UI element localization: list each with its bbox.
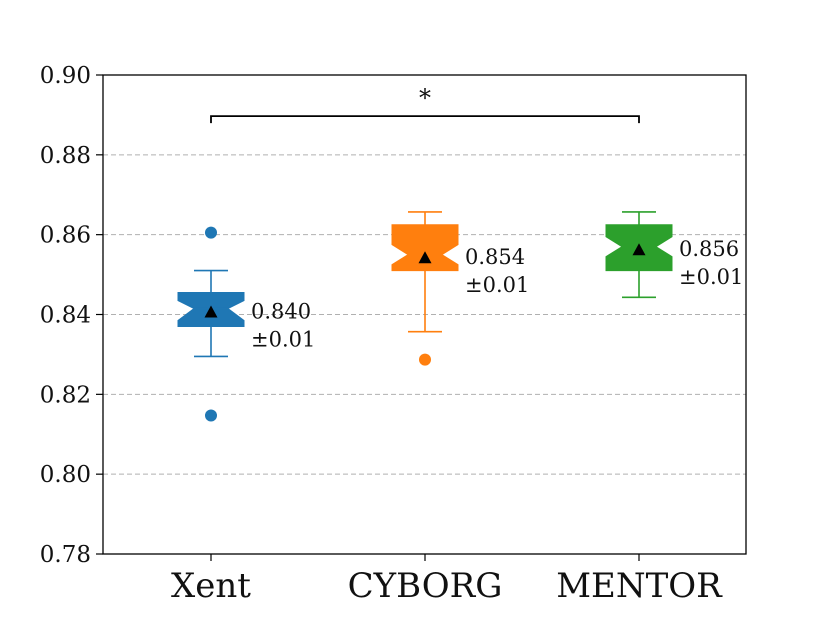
x-tick-label: Xent (171, 566, 251, 606)
significance-bracket: * (210, 84, 640, 124)
axes: 0.78 0.80 0.82 0.84 0.86 0.88 0.90 Xent CYBORG ME… (40, 63, 723, 606)
box-cyborg: 0.854 ±0.01 (391, 211, 529, 366)
mean-value-label: 0.840 (251, 300, 311, 324)
x-tick-label: CYBORG (348, 566, 503, 606)
mean-value-label: 0.856 (679, 237, 739, 261)
outlier-point (419, 353, 431, 366)
x-tick-label: MENTOR (556, 566, 723, 606)
y-tick-label: 0.84 (40, 303, 91, 329)
y-tick-label: 0.90 (40, 63, 91, 89)
box-mentor: 0.856 ±0.01 (605, 211, 743, 299)
outlier-point (205, 226, 217, 239)
significance-line (210, 115, 640, 124)
mean-marker (632, 243, 646, 256)
y-tick-label: 0.80 (40, 462, 91, 488)
std-value-label: ±0.01 (465, 273, 529, 297)
y-tick-label: 0.82 (40, 382, 91, 408)
y-tick-label: 0.86 (40, 223, 91, 249)
box-plots: 0.840 ±0.01 0.854 ±0.01 0.856 ±0.01 (177, 211, 743, 422)
y-tick-label: 0.88 (40, 143, 91, 169)
y-tick-label: 0.78 (40, 542, 91, 568)
mean-marker (418, 251, 432, 264)
box-xent: 0.840 ±0.01 (177, 226, 315, 422)
mean-marker (204, 305, 218, 318)
std-value-label: ±0.01 (251, 328, 315, 352)
outlier-point (205, 409, 217, 422)
mean-value-label: 0.854 (465, 245, 525, 269)
std-value-label: ±0.01 (679, 265, 743, 289)
notched-box (391, 224, 459, 272)
significance-star: * (419, 84, 431, 112)
